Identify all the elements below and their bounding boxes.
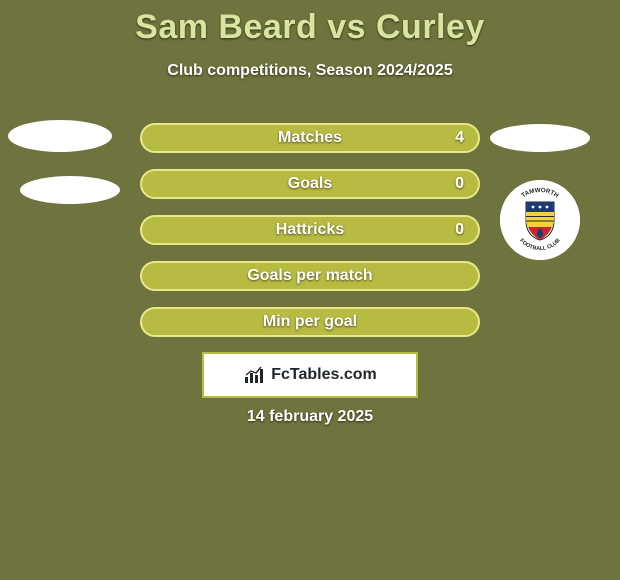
stat-bar: Matches 4 <box>140 123 480 153</box>
stat-bar: Hattricks 0 <box>140 215 480 245</box>
stat-bar-label: Hattricks <box>276 221 344 239</box>
stat-bar: Goals 0 <box>140 169 480 199</box>
date-label: 14 february 2025 <box>0 408 620 426</box>
stat-bar-label: Goals per match <box>247 267 372 285</box>
badge-shield-icon <box>526 202 554 240</box>
fctables-label: FcTables.com <box>271 366 377 384</box>
page-title: Sam Beard vs Curley <box>0 8 620 47</box>
stat-bar: Goals per match <box>140 261 480 291</box>
stat-bar-value: 0 <box>455 221 464 239</box>
stat-bar-label: Goals <box>288 175 332 193</box>
player-right-placeholder-icon <box>480 113 600 163</box>
stat-bar-value: 4 <box>455 129 464 147</box>
club-badge-icon: TAMWORTH FOOTBALL CLUB <box>500 180 580 260</box>
stat-bar-label: Matches <box>278 129 342 147</box>
player-left-placeholder-icon <box>0 106 120 166</box>
stat-bar-label: Min per goal <box>263 313 357 331</box>
fctables-attribution[interactable]: FcTables.com <box>202 352 418 398</box>
stat-bar-value: 0 <box>455 175 464 193</box>
stat-bar: Min per goal <box>140 307 480 337</box>
player-left-placeholder2-icon <box>10 165 130 215</box>
subtitle: Club competitions, Season 2024/2025 <box>0 62 620 80</box>
fctables-chart-icon <box>243 365 265 385</box>
